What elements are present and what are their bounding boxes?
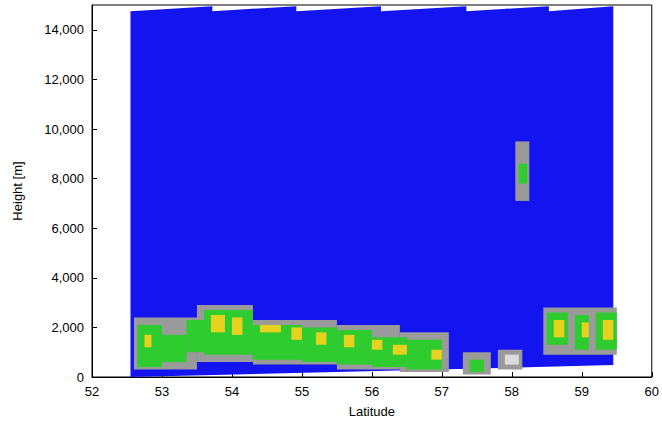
svg-text:53: 53 (155, 384, 169, 399)
svg-text:8,000: 8,000 (51, 171, 84, 186)
svg-text:Latitude: Latitude (349, 404, 395, 419)
svg-text:57: 57 (435, 384, 449, 399)
svg-text:14,000: 14,000 (44, 22, 84, 37)
svg-text:54: 54 (225, 384, 239, 399)
svg-text:10,000: 10,000 (44, 122, 84, 137)
svg-text:52: 52 (85, 384, 99, 399)
svg-text:Height [m]: Height [m] (10, 161, 25, 220)
svg-text:55: 55 (295, 384, 309, 399)
svg-text:56: 56 (365, 384, 379, 399)
svg-text:60: 60 (645, 384, 659, 399)
svg-text:4,000: 4,000 (51, 270, 84, 285)
svg-text:0: 0 (77, 370, 84, 385)
svg-text:58: 58 (505, 384, 519, 399)
svg-text:12,000: 12,000 (44, 72, 84, 87)
svg-text:6,000: 6,000 (51, 221, 84, 236)
svg-text:59: 59 (575, 384, 589, 399)
svg-text:2,000: 2,000 (51, 320, 84, 335)
